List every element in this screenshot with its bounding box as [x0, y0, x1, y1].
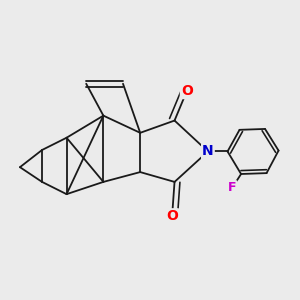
Text: O: O	[181, 84, 193, 98]
Text: O: O	[166, 209, 178, 223]
Text: F: F	[228, 181, 236, 194]
Text: N: N	[202, 145, 214, 158]
